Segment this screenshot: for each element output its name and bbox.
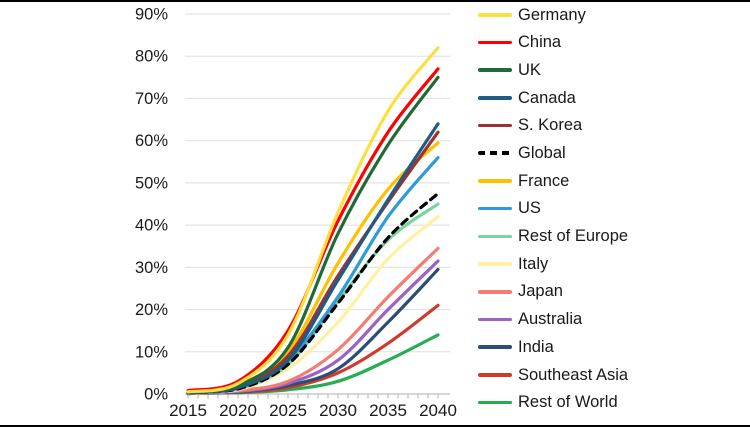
y-axis-label: 10%: [135, 343, 168, 361]
legend-item: UK: [478, 56, 748, 84]
legend-label: S. Korea: [518, 116, 583, 135]
legend-label: China: [518, 33, 562, 52]
legend-item: S. Korea: [478, 112, 748, 140]
x-axis-label: 2040: [419, 401, 457, 420]
legend-label: Italy: [518, 254, 549, 273]
frame-border-bottom: [0, 425, 750, 427]
legend-label: Rest of World: [518, 393, 618, 412]
legend-swatch-line: [478, 234, 512, 239]
y-axis-label: 70%: [135, 90, 168, 108]
legend-swatch-line: [478, 123, 512, 128]
legend-label: Rest of Europe: [518, 227, 629, 246]
legend-label: US: [518, 199, 541, 218]
legend-item: US: [478, 195, 748, 223]
legend-label: France: [518, 171, 570, 190]
legend-swatch-line: [478, 400, 512, 405]
frame-border-top: [0, 0, 750, 2]
legend-label: UK: [518, 60, 541, 79]
legend-swatch-line: [478, 317, 512, 322]
legend-label: Australia: [518, 310, 583, 329]
y-axis-label: 50%: [135, 174, 168, 192]
legend-item: Rest of World: [478, 389, 748, 417]
x-axis-label: 2025: [269, 401, 307, 420]
series-line-germany: [186, 46, 440, 394]
y-axis-label: 90%: [135, 6, 168, 24]
legend-swatch-line: [478, 345, 512, 349]
legend-swatch-line: [478, 179, 512, 183]
legend-item: Southeast Asia: [478, 361, 748, 389]
legend-swatch-line: [478, 262, 512, 266]
legend-item: Canada: [478, 84, 748, 112]
legend-item: Italy: [478, 250, 748, 278]
legend-swatch-dashed: [478, 151, 512, 156]
series-line-rest-of-world: [186, 333, 440, 396]
legend-swatch-line: [478, 13, 512, 17]
legend-label: Southeast Asia: [518, 365, 629, 384]
y-axis-label: 80%: [135, 48, 168, 66]
legend-swatch-line: [478, 289, 512, 294]
legend-item: China: [478, 29, 748, 57]
legend-label: Japan: [518, 282, 563, 301]
series-line-canada: [186, 122, 440, 395]
legend-swatch-line: [478, 206, 512, 211]
legend-swatch-line: [478, 68, 512, 73]
y-axis-label: 40%: [135, 217, 168, 235]
x-axis-label: 2015: [169, 401, 207, 420]
legend-item: Global: [478, 139, 748, 167]
legend-label: India: [518, 337, 554, 356]
legend-item: Rest of Europe: [478, 223, 748, 251]
legend: Germany China UK Canada S. Korea Global France…: [478, 1, 748, 416]
y-axis-label: 0%: [144, 386, 168, 404]
legend-item: Japan: [478, 278, 748, 306]
legend-item: Germany: [478, 1, 748, 29]
legend-label: Global: [518, 144, 566, 163]
x-axis-label: 2030: [319, 401, 357, 420]
series-line-uk: [186, 75, 440, 394]
legend-label: Canada: [518, 88, 576, 107]
y-axis-label: 30%: [135, 259, 168, 277]
legend-item: India: [478, 333, 748, 361]
legend-swatch-line: [478, 40, 512, 45]
x-axis-label: 2020: [219, 401, 257, 420]
legend-item: Australia: [478, 306, 748, 334]
legend-label: Germany: [518, 5, 586, 24]
y-axis-label: 20%: [135, 301, 168, 319]
legend-item: France: [478, 167, 748, 195]
x-axis-label: 2035: [369, 401, 407, 420]
legend-swatch-line: [478, 372, 512, 377]
legend-swatch-line: [478, 96, 512, 100]
y-axis-label: 60%: [135, 132, 168, 150]
